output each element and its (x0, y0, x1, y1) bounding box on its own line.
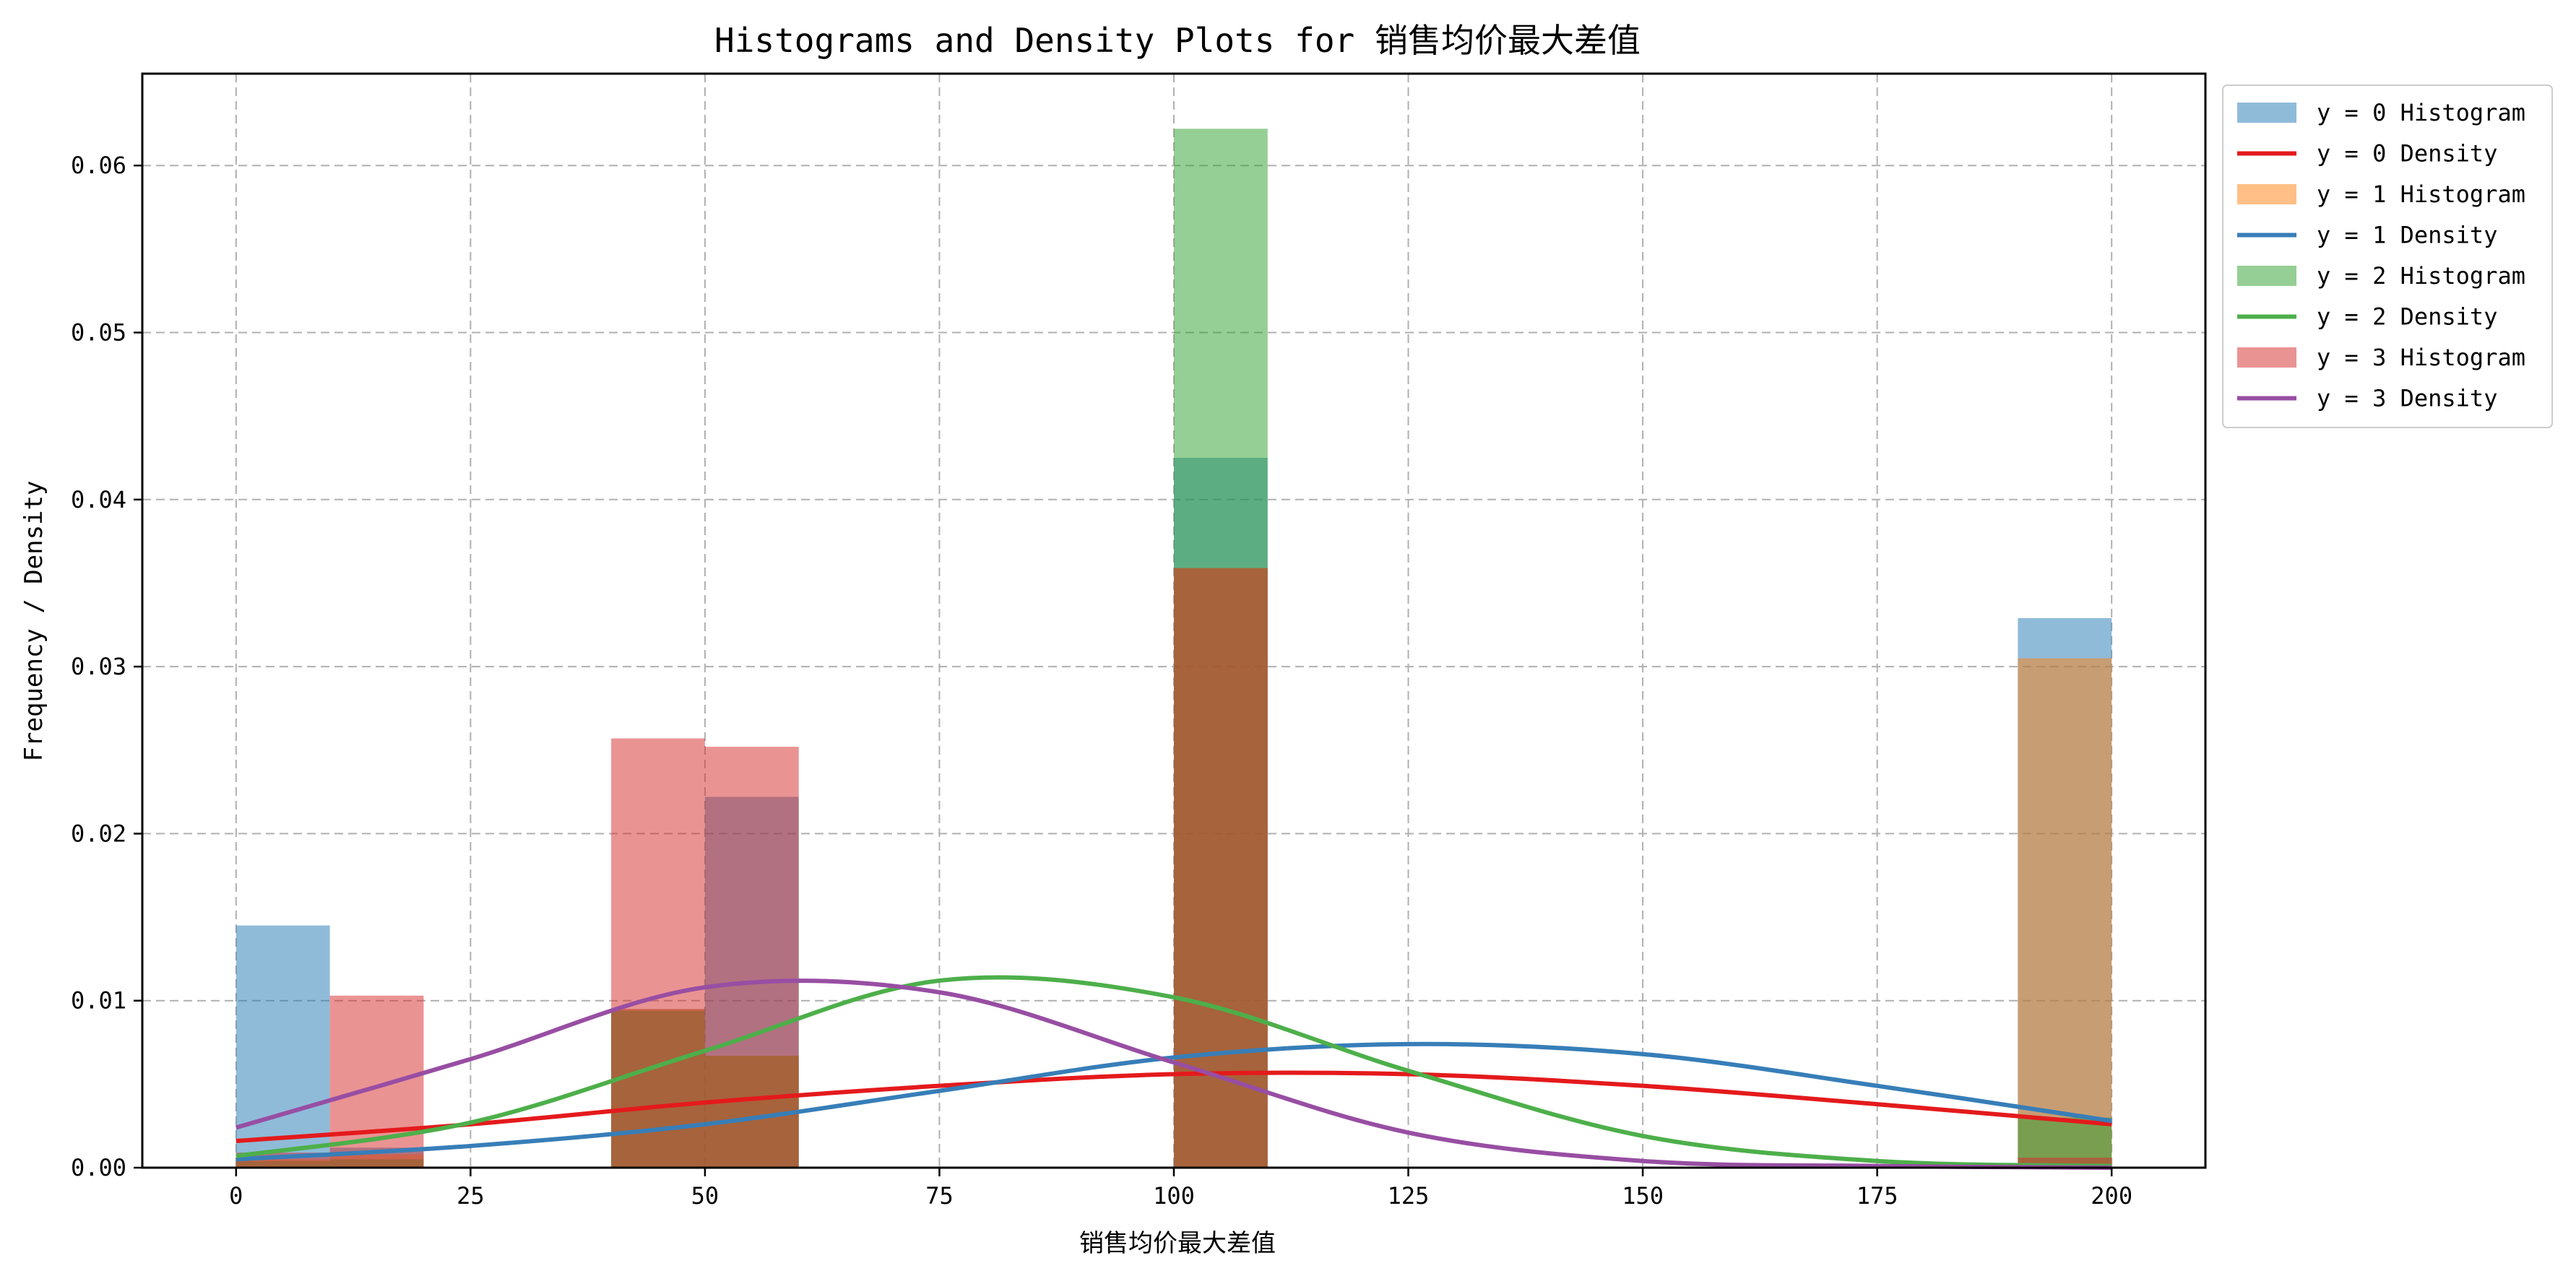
legend-label-6: y = 3 Histogram (2317, 344, 2525, 371)
hist-bar-s3-b3 (704, 747, 799, 1168)
x-tick-label-0: 0 (229, 1182, 243, 1210)
density-line-3 (235, 978, 2112, 1170)
legend-swatch-0 (2237, 103, 2296, 123)
x-axis-label: 销售均价最大差值 (1079, 1229, 1276, 1258)
x-tick-label-5: 125 (1388, 1182, 1430, 1210)
density-line-1 (235, 1041, 2112, 1162)
legend-label-1: y = 0 Density (2317, 140, 2497, 168)
x-axis-ticks: 0 25 50 75 100 125 150 175 200 (229, 1168, 2132, 1210)
hist-bar-s3-b2 (611, 738, 705, 1168)
y-tick-label-6: 0.06 (71, 152, 126, 179)
hist-bar-s0-b0 (235, 925, 330, 1168)
legend-box (2222, 84, 2553, 428)
y-tick-label-3: 0.03 (71, 653, 126, 680)
density-line-0 (235, 1070, 2112, 1143)
density-line-2 (235, 975, 2112, 1168)
hist-bar-s1-b5 (2018, 658, 2112, 1168)
x-tick-label-2: 50 (691, 1182, 719, 1210)
y-tick-label-1: 0.01 (71, 987, 126, 1015)
x-tick-label-3: 75 (925, 1182, 954, 1210)
y-tick-label-0: 0.00 (71, 1154, 126, 1181)
legend-label-2: y = 1 Histogram (2317, 181, 2525, 208)
legend-swatch-4 (2237, 266, 2296, 286)
x-tick-label-6: 150 (1622, 1182, 1664, 1210)
chart-title: Histograms and Density Plots for 销售均价最大差… (714, 21, 1641, 60)
y-axis-label: Frequency / Density (20, 481, 48, 762)
legend-label-7: y = 3 Density (2317, 385, 2497, 412)
y-axis-ticks: 0.00 0.01 0.02 0.03 0.04 0.05 0.06 (71, 152, 142, 1181)
x-tick-label-4: 100 (1153, 1182, 1195, 1210)
y-tick-label-5: 0.05 (71, 319, 126, 347)
x-tick-label-8: 200 (2091, 1182, 2132, 1210)
y-tick-label-4: 0.04 (71, 486, 126, 513)
x-tick-label-7: 175 (1857, 1182, 1898, 1210)
x-tick-label-1: 25 (457, 1182, 485, 1210)
legend-label-5: y = 2 Density (2317, 303, 2497, 331)
legend-label-3: y = 1 Density (2317, 222, 2497, 249)
legend-swatch-6 (2237, 347, 2296, 368)
legend-swatch-2 (2237, 184, 2296, 204)
legend: y = 0 Histogram y = 0 Density y = 1 Histog… (2222, 84, 2553, 428)
legend-label-0: y = 0 Histogram (2317, 99, 2525, 126)
y-tick-label-2: 0.02 (71, 820, 126, 847)
density-curves (235, 975, 2112, 1170)
legend-label-4: y = 2 Histogram (2317, 262, 2525, 290)
